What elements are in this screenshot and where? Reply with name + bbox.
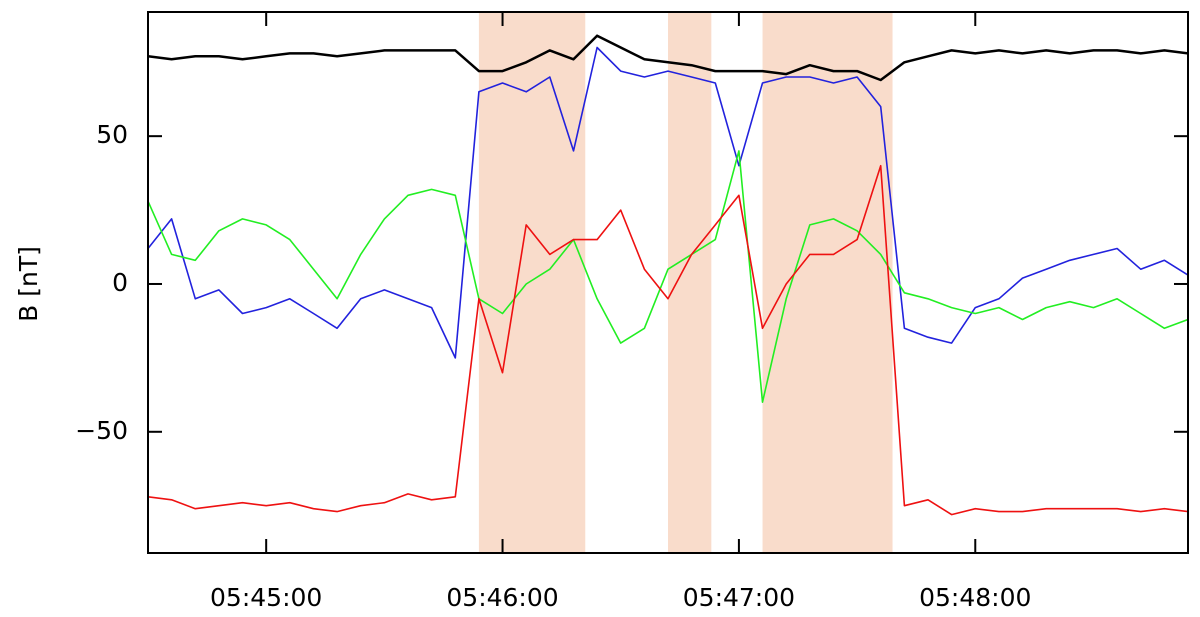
shaded-interval bbox=[762, 12, 893, 553]
shaded-regions bbox=[478, 12, 893, 553]
x-tick-label: 05:47:00 bbox=[683, 583, 795, 612]
shaded-interval bbox=[668, 12, 712, 553]
shaded-interval bbox=[478, 12, 586, 553]
x-tick-label: 05:48:00 bbox=[919, 583, 1031, 612]
x-tick-label: 05:45:00 bbox=[210, 583, 322, 612]
y-tick-label: 50 bbox=[96, 120, 128, 149]
series-line bbox=[148, 150, 1188, 403]
series-line bbox=[148, 34, 1188, 82]
series-line bbox=[148, 164, 1188, 516]
plot-frame bbox=[147, 11, 1189, 554]
y-tick-label: −50 bbox=[75, 416, 128, 445]
plot-lines bbox=[148, 34, 1188, 516]
x-tick-label: 05:46:00 bbox=[446, 583, 558, 612]
series-line bbox=[148, 46, 1188, 359]
y-axis-label: B [nT] bbox=[14, 246, 43, 322]
y-tick-label: 0 bbox=[112, 268, 128, 297]
